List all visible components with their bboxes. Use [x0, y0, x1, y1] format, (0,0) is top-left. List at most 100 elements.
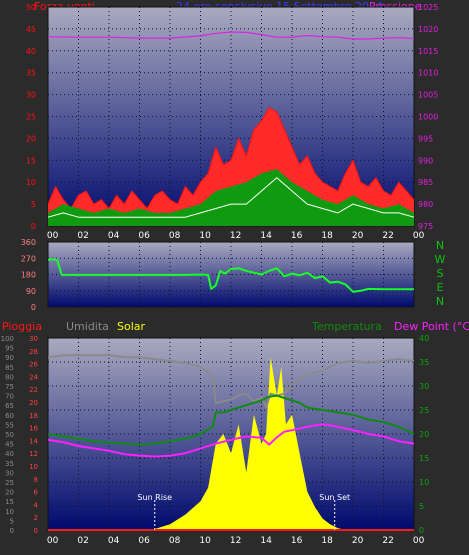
- temperature-y-tick-label: 10: [419, 478, 429, 487]
- pressure-y-tick-label: 1025: [418, 3, 438, 12]
- rain-label: Pioggia: [2, 320, 42, 333]
- rain-y-tick-label: 24: [29, 373, 38, 381]
- rain-y-tick-label: 20: [29, 399, 38, 407]
- direction-y-tick-label: 0: [31, 303, 36, 312]
- pressure-y-tick-label: 1010: [418, 69, 438, 78]
- x-tick-label: 16: [291, 231, 303, 241]
- humidity-line: [47, 354, 415, 409]
- humidity-y-tick-label: 85: [5, 364, 14, 372]
- rain-y-tick-label: 26: [29, 361, 38, 369]
- humidity-y-tick-label: 0: [10, 527, 14, 535]
- rain-y-tick-label: 4: [34, 501, 39, 509]
- humidity-y-tick-label: 25: [5, 479, 14, 487]
- direction-label: N: [436, 295, 444, 308]
- pressure-y-tick-label: 1015: [418, 47, 438, 56]
- pressure-y-tick-label: 975: [418, 222, 433, 231]
- humidity-y-tick-label: 35: [5, 460, 14, 468]
- wind-gust-area: [48, 107, 414, 226]
- x-tick-label: 20: [352, 536, 364, 546]
- pressure-y-tick-label: 985: [418, 178, 433, 187]
- pressure-y-tick-label: 1020: [418, 25, 438, 34]
- x-tick-label: 12: [230, 231, 241, 241]
- direction-label: E: [437, 281, 444, 294]
- wind-y-tick-label: 20: [26, 134, 36, 143]
- direction-y-tick-label: 360: [21, 238, 36, 247]
- temperature-label: Temperatura: [311, 320, 382, 333]
- x-tick-label: 00: [47, 231, 59, 241]
- rain-y-tick-label: 22: [29, 386, 38, 394]
- x-tick-label: 10: [199, 231, 211, 241]
- humidity-y-tick-label: 40: [5, 450, 14, 458]
- temperature-line: [47, 394, 415, 446]
- wind-y-tick-label: 0: [31, 222, 36, 231]
- wind-y-tick-label: 40: [26, 47, 36, 56]
- x-tick-label: 08: [169, 536, 181, 546]
- x-tick-label: 14: [260, 231, 272, 241]
- dewpoint-label: Dew Point (°C): [394, 320, 469, 333]
- rain-y-tick-label: 14: [29, 437, 38, 445]
- pressure-y-tick-label: 980: [418, 200, 433, 209]
- temperature-y-tick-label: 20: [419, 430, 429, 439]
- x-tick-label: 22: [382, 536, 393, 546]
- humidity-y-tick-label: 55: [5, 421, 14, 429]
- x-tick-label: 06: [138, 536, 150, 546]
- rain-y-tick-label: 12: [29, 450, 38, 458]
- x-tick-label: 04: [108, 231, 120, 241]
- x-tick-label: 18: [321, 536, 333, 546]
- humidity-y-tick-label: 5: [10, 517, 14, 525]
- humidity-y-tick-label: 15: [5, 498, 14, 506]
- direction-y-tick-label: 90: [26, 287, 36, 296]
- rain-y-tick-label: 0: [34, 527, 38, 535]
- rain-y-tick-label: 2: [34, 514, 38, 522]
- wind-y-tick-label: 30: [26, 91, 36, 100]
- wind-y-tick-label: 15: [26, 156, 36, 165]
- rain-y-tick-label: 16: [29, 425, 38, 433]
- x-tick-label: 14: [260, 536, 272, 546]
- humidity-y-tick-label: 90: [5, 354, 14, 362]
- temperature-y-tick-label: 5: [419, 502, 424, 511]
- humidity-y-tick-label: 80: [5, 373, 14, 381]
- pressure-y-tick-label: 990: [418, 156, 433, 165]
- pressure-line: [47, 31, 415, 40]
- wind-speed-area: [48, 169, 414, 226]
- x-tick-label: 04: [108, 536, 120, 546]
- wind-average-line: [47, 177, 415, 218]
- humidity-y-tick-label: 30: [5, 469, 14, 477]
- wind-y-tick-label: 5: [31, 200, 36, 209]
- temperature-y-tick-label: 30: [419, 382, 429, 391]
- wind-y-tick-label: 35: [26, 69, 36, 78]
- humidity-y-tick-label: 20: [5, 489, 14, 497]
- sun-marker-label: Sun Set: [319, 493, 350, 502]
- solar-area: [48, 357, 414, 530]
- direction-label: W: [435, 253, 446, 266]
- solar-label: Solar: [117, 320, 146, 333]
- wind-y-tick-label: 50: [26, 3, 36, 12]
- x-tick-label: 10: [199, 536, 211, 546]
- rain-y-tick-label: 6: [34, 489, 39, 497]
- direction-y-tick-label: 180: [21, 271, 36, 280]
- temperature-y-tick-label: 25: [419, 406, 429, 415]
- x-tick-label: 00: [413, 536, 425, 546]
- temperature-y-tick-label: 35: [419, 358, 429, 367]
- humidity-y-tick-label: 65: [5, 402, 14, 410]
- humidity-y-tick-label: 70: [5, 393, 14, 401]
- humidity-y-tick-label: 95: [5, 345, 14, 353]
- humidity-y-tick-label: 10: [5, 508, 14, 516]
- direction-y-tick-label: 270: [21, 254, 36, 263]
- x-tick-label: 20: [352, 231, 364, 241]
- rain-y-tick-label: 10: [29, 463, 38, 471]
- rain-y-tick-label: 30: [29, 335, 38, 343]
- temperature-y-tick-label: 0: [419, 526, 424, 535]
- dewpoint-line: [47, 423, 415, 458]
- x-tick-label: 06: [138, 231, 150, 241]
- humidity-y-tick-label: 50: [5, 431, 14, 439]
- direction-label: N: [436, 239, 444, 252]
- humidity-label: Umidita: [66, 320, 109, 333]
- x-tick-label: 12: [230, 536, 241, 546]
- temperature-y-tick-label: 15: [419, 454, 429, 463]
- wind-direction-line: [47, 258, 414, 293]
- x-tick-label: 18: [321, 231, 333, 241]
- pressure-y-tick-label: 1000: [418, 113, 438, 122]
